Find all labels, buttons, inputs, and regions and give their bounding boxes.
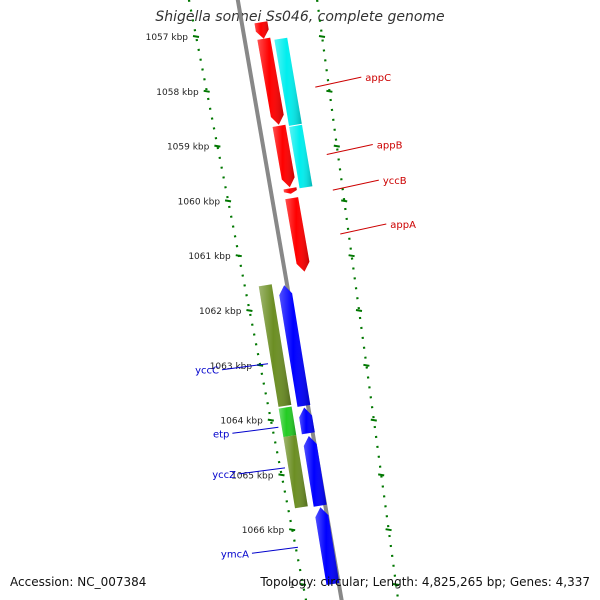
yccZ-cds-shade bbox=[303, 436, 327, 507]
ruler-tick-label: 1059 kbp bbox=[167, 143, 210, 153]
label-leader-line bbox=[326, 144, 373, 155]
label-leader-line bbox=[340, 223, 387, 235]
ruler-tick-label: 1061 kbp bbox=[188, 252, 231, 262]
gene-label: appB bbox=[377, 141, 403, 152]
appB-gene-shade bbox=[289, 124, 313, 189]
ruler-tick-left bbox=[246, 309, 253, 312]
ruler-tick-left bbox=[267, 418, 274, 422]
gene-label: etp bbox=[213, 429, 229, 440]
ruler-tick-right bbox=[378, 473, 385, 477]
appA-cds-shade bbox=[285, 197, 310, 272]
gene-label: yccC bbox=[195, 366, 219, 377]
ymcA-cds-shade bbox=[315, 507, 340, 585]
gene-label: appA bbox=[390, 220, 416, 231]
label-leader-line bbox=[232, 426, 279, 434]
gene-label: yccZ bbox=[212, 470, 236, 481]
ruler-tick-right bbox=[385, 528, 392, 532]
ruler-tick-left bbox=[224, 199, 232, 203]
yccB-cds-shade bbox=[283, 187, 297, 194]
etp-gene_alt-shade bbox=[278, 406, 297, 438]
label-leader-line bbox=[332, 179, 379, 191]
ruler-tick-left bbox=[192, 35, 200, 38]
gene-label: ymcA bbox=[221, 549, 249, 560]
ruler-tick-right bbox=[392, 583, 400, 586]
ruler-tick-left bbox=[203, 89, 210, 93]
label-leader-line bbox=[221, 363, 269, 371]
accession-text: Accession: NC_007384 bbox=[10, 575, 147, 589]
ruler-tick-label: 1063 kbp bbox=[210, 362, 253, 372]
ruler-tick-label: 1066 kbp bbox=[242, 526, 285, 536]
ruler-tick-left bbox=[235, 254, 242, 258]
yccZ-gene-shade bbox=[283, 435, 308, 509]
appC-gene-shade bbox=[274, 37, 302, 126]
ruler-tick-right bbox=[326, 89, 333, 93]
ruler-tick-right bbox=[370, 418, 377, 422]
etp-cds-shade bbox=[299, 407, 315, 435]
topology-text: Topology: circular; Length: 4,825,265 bp… bbox=[260, 575, 590, 589]
ruler-tick-label: 1057 kbp bbox=[146, 33, 189, 43]
feature-track bbox=[254, 21, 340, 585]
map-title: Shigella sonnei Ss046, complete genome bbox=[155, 9, 445, 25]
ruler-tick-label: 1065 kbp bbox=[231, 471, 274, 481]
ruler-tick-label: 1064 kbp bbox=[220, 417, 263, 427]
ruler-tick-right bbox=[363, 363, 370, 367]
feature-cds-shade bbox=[254, 21, 269, 39]
gene-label: yccB bbox=[383, 176, 407, 187]
appB-cds-shade bbox=[272, 124, 295, 188]
ruler-tick-label: 1060 kbp bbox=[178, 197, 221, 207]
feature-labels: appC appB yccB appA yccC etp yccZ ymcA bbox=[195, 73, 416, 560]
ruler-tick-right bbox=[333, 144, 340, 148]
appC-cds-shade bbox=[257, 37, 284, 125]
ruler-tick-label: 1 bbox=[289, 581, 295, 591]
ruler: 1057 kbp 1058 kbp 1059 kbp 1060 kbp 1061 kbp… bbox=[146, 0, 400, 600]
ruler-line-right bbox=[316, 0, 400, 600]
ruler-tick-left bbox=[278, 473, 285, 477]
gene-label: appC bbox=[365, 73, 391, 84]
ruler-tick-right bbox=[341, 199, 348, 203]
yccC-cds-shade bbox=[279, 285, 311, 407]
ruler-tick-left bbox=[299, 583, 307, 586]
label-leader-line bbox=[238, 467, 286, 475]
ruler-tick-right bbox=[348, 254, 355, 258]
ruler-tick-left bbox=[289, 528, 296, 532]
ruler-tick-label: 1062 kbp bbox=[199, 307, 242, 317]
ruler-tick-left bbox=[214, 144, 221, 148]
label-leader-line bbox=[315, 76, 362, 88]
yccC-gene-shade bbox=[258, 284, 292, 407]
label-leader-line bbox=[251, 546, 299, 554]
ruler-tick-right bbox=[355, 309, 363, 312]
ruler-tick-label: 1058 kbp bbox=[156, 88, 199, 98]
ruler-tick-right bbox=[318, 35, 326, 38]
